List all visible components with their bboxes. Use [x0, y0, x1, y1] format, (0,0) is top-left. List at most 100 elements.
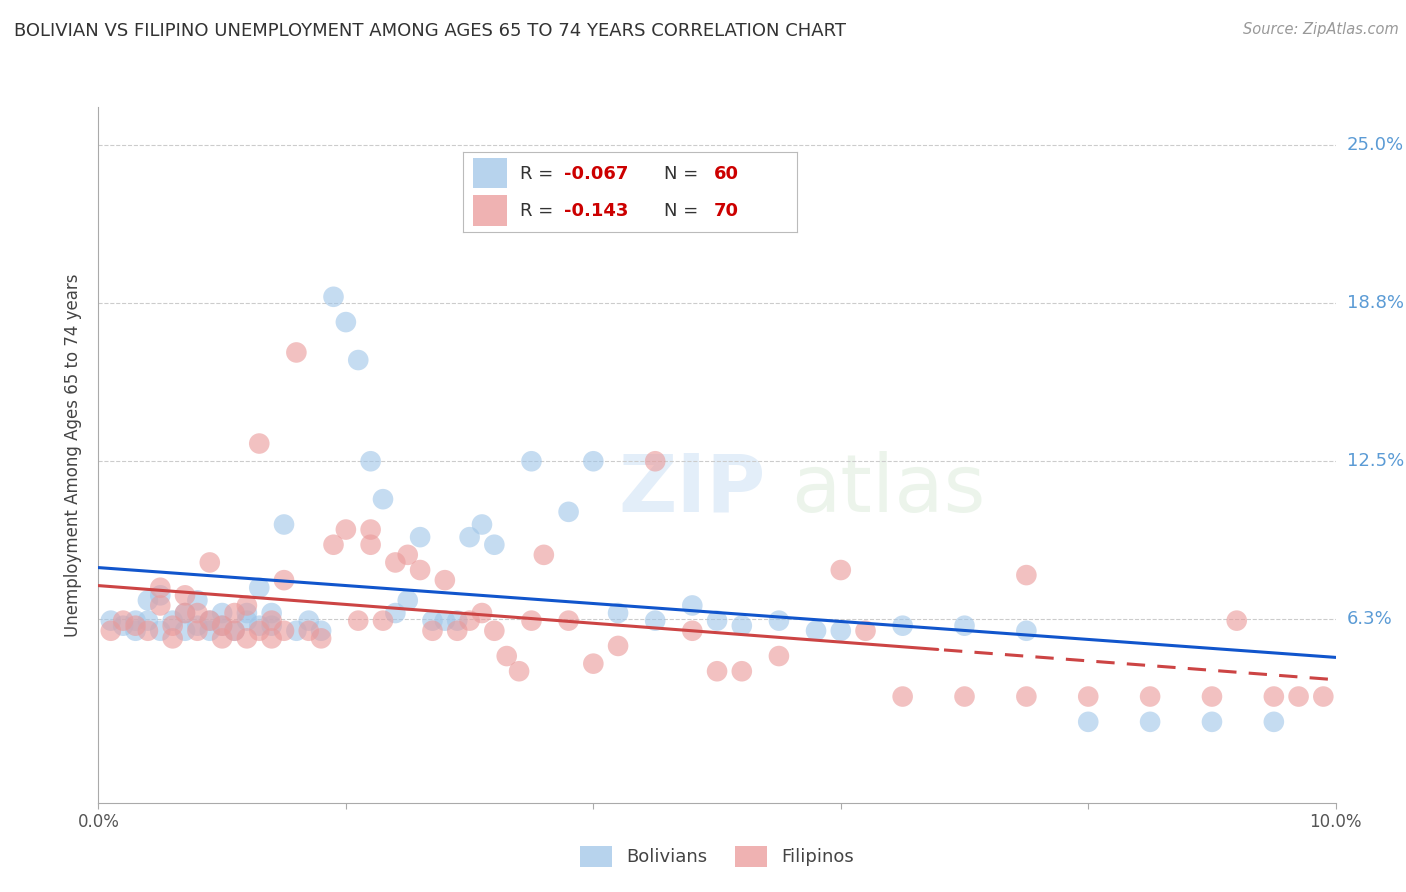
Point [1077, 690, 1099, 704]
Point [582, 657, 605, 671]
Point [124, 624, 146, 638]
Point [681, 624, 703, 638]
Point [768, 614, 790, 628]
Point [149, 624, 172, 638]
Point [706, 614, 728, 628]
Point [458, 530, 481, 544]
Point [557, 505, 579, 519]
Point [100, 624, 122, 638]
Point [1263, 690, 1285, 704]
Point [446, 624, 468, 638]
Point [136, 593, 159, 607]
Point [433, 614, 456, 628]
Point [471, 517, 494, 532]
Text: ZIP: ZIP [619, 450, 765, 529]
Point [211, 618, 233, 632]
Point [360, 454, 382, 468]
Point [607, 639, 630, 653]
Point [335, 523, 357, 537]
Point [260, 606, 283, 620]
Point [484, 538, 506, 552]
Point [174, 606, 197, 620]
Point [1077, 714, 1099, 729]
Point [384, 556, 406, 570]
Point [409, 530, 432, 544]
Point [285, 345, 308, 359]
Point [533, 548, 555, 562]
Point [162, 632, 184, 646]
Point [1226, 614, 1249, 628]
Point [706, 665, 728, 679]
Text: 18.8%: 18.8% [1347, 294, 1403, 312]
Point [371, 492, 394, 507]
Point [644, 454, 666, 468]
Point [236, 632, 259, 646]
Point [508, 665, 530, 679]
Point [1288, 690, 1310, 704]
Point [224, 624, 246, 638]
Point [1312, 690, 1334, 704]
Point [409, 563, 432, 577]
Point [855, 624, 877, 638]
Point [731, 618, 754, 632]
Point [433, 573, 456, 587]
Point [124, 618, 146, 632]
Point [260, 618, 283, 632]
Point [174, 606, 197, 620]
Point [446, 614, 468, 628]
Point [607, 606, 630, 620]
Point [422, 624, 444, 638]
Point [186, 624, 208, 638]
Point [198, 614, 221, 628]
Point [186, 593, 208, 607]
Point [260, 614, 283, 628]
Point [891, 618, 914, 632]
Text: 6.3%: 6.3% [1347, 610, 1392, 628]
Point [360, 523, 382, 537]
Point [384, 606, 406, 620]
Point [224, 606, 246, 620]
Point [236, 599, 259, 613]
Point [198, 556, 221, 570]
Point [484, 624, 506, 638]
Point [236, 606, 259, 620]
Point [174, 588, 197, 602]
Point [1015, 624, 1038, 638]
Point [458, 614, 481, 628]
Point [112, 618, 135, 632]
Point [298, 614, 321, 628]
Point [162, 618, 184, 632]
Point [136, 614, 159, 628]
Text: BOLIVIAN VS FILIPINO UNEMPLOYMENT AMONG AGES 65 TO 74 YEARS CORRELATION CHART: BOLIVIAN VS FILIPINO UNEMPLOYMENT AMONG … [14, 22, 846, 40]
Point [644, 614, 666, 628]
Point [247, 618, 270, 632]
Point [1139, 714, 1161, 729]
Point [211, 606, 233, 620]
Point [804, 624, 827, 638]
Point [557, 614, 579, 628]
Point [953, 690, 976, 704]
Point [162, 614, 184, 628]
Point [520, 454, 543, 468]
Point [322, 290, 344, 304]
Point [396, 593, 419, 607]
Point [309, 632, 332, 646]
Point [198, 614, 221, 628]
Point [681, 599, 703, 613]
Point [1201, 714, 1223, 729]
Point [100, 614, 122, 628]
Point [360, 538, 382, 552]
Point [347, 614, 370, 628]
Point [1015, 568, 1038, 582]
Point [1263, 714, 1285, 729]
Point [1201, 690, 1223, 704]
Point [273, 517, 295, 532]
Text: 12.5%: 12.5% [1347, 452, 1405, 470]
Point [953, 618, 976, 632]
Point [273, 573, 295, 587]
Point [149, 581, 172, 595]
Point [371, 614, 394, 628]
Point [273, 624, 295, 638]
Point [298, 624, 321, 638]
Point [198, 624, 221, 638]
